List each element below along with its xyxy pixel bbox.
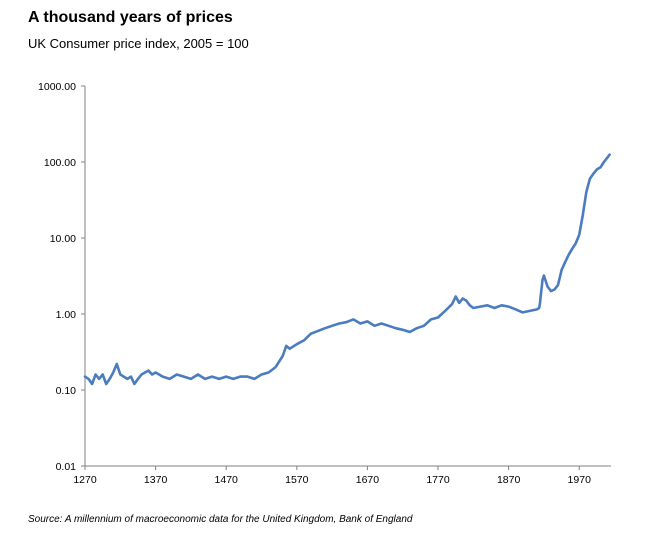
x-tick-label: 1570 [285,474,309,486]
y-tick-label: 0.10 [56,385,77,397]
chart-source: Source: A millennium of macroeconomic da… [28,514,413,525]
y-tick-label: 1000.00 [38,81,76,93]
y-tick-label: 1.00 [56,309,77,321]
x-tick-label: 1670 [356,474,380,486]
y-tick-label: 100.00 [44,157,76,169]
y-axis: 0.01 0.10 1.00 10.00 100.00 1000.00 [38,81,86,473]
y-tick-label: 0.01 [56,461,77,473]
x-tick-label: 1970 [568,474,592,486]
y-tick-label: 10.00 [50,233,76,245]
chart-subtitle: UK Consumer price index, 2005 = 100 [28,36,249,51]
price-index-series-line [83,153,611,386]
series-layer [83,153,611,386]
x-tick-label: 1870 [497,474,521,486]
x-tick-label: 1370 [144,474,168,486]
chart-title: A thousand years of prices [28,9,233,26]
x-tick-label: 1270 [73,474,97,486]
x-tick-label: 1470 [215,474,239,486]
x-tick-label: 1770 [426,474,450,486]
x-axis: 1270 1370 1470 1570 1670 1770 1870 1970 [73,465,611,486]
